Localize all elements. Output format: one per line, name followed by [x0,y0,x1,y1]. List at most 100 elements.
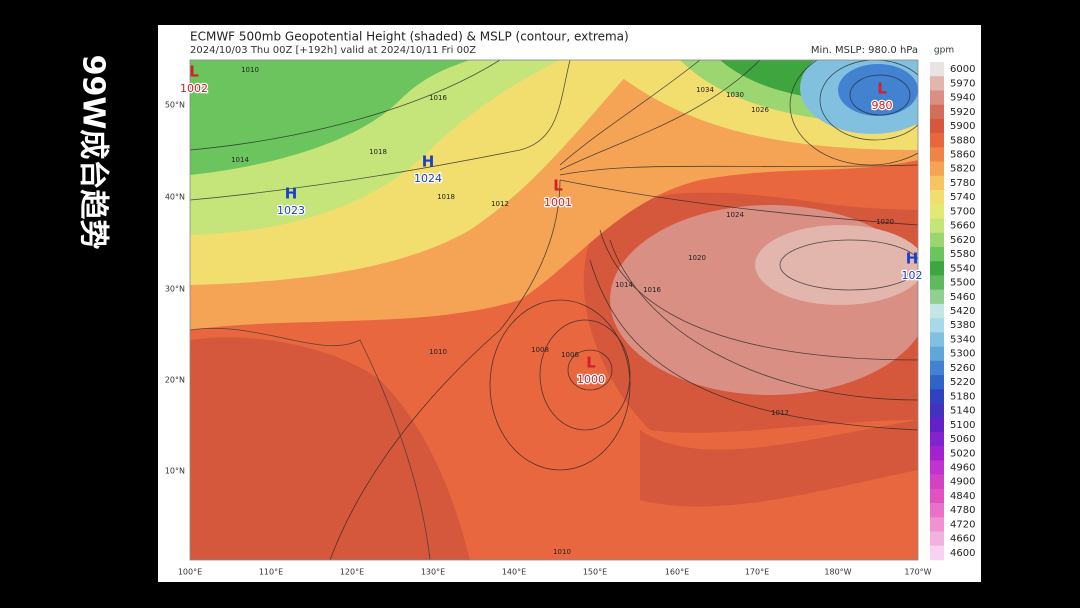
contour-label: 1010 [429,348,447,356]
colorbar-swatch [930,446,944,461]
extremum-symbol: H [285,185,298,203]
contour-label: 1018 [369,148,387,156]
extremum-symbol: L [586,354,596,372]
colorbar-swatch [930,460,944,475]
contour-label: 1006 [561,351,579,359]
contour-label: 1010 [241,66,259,74]
lat-label: 30°N [165,285,185,294]
lat-label: 10°N [165,467,185,476]
colorbar-label: 5700 [950,206,975,217]
colorbar-label: 5900 [950,121,975,132]
colorbar-swatch [930,474,944,490]
contour-label: 1034 [696,86,714,94]
colorbar-unit: gpm [934,46,954,56]
extremum-symbol: L [189,63,199,81]
colorbar-label: 5820 [950,164,975,175]
colorbar-swatch [930,389,944,404]
colorbar-swatch [930,118,944,134]
extremum-symbol: H [422,153,435,171]
colorbar-swatch [930,417,944,433]
contour-label: 1016 [643,286,661,294]
colorbar-swatch [930,360,944,376]
colorbar-label: 5880 [950,135,975,146]
colorbar-swatch [930,488,944,504]
colorbar-label: 5970 [950,78,975,89]
colorbar-label: 5100 [950,420,975,431]
colorbar-label: 5220 [950,377,975,388]
colorbar-swatch [930,232,944,248]
map-subtitle: 2024/10/03 Thu 00Z [+192h] valid at 2024… [190,45,476,56]
colorbar-label: 5940 [950,93,975,104]
extremum-value: 980 [872,99,893,112]
colorbar-label: 4840 [950,491,975,502]
contour-label: 1010 [553,548,571,556]
colorbar-swatch [930,517,944,532]
lon-label: 120°E [340,568,364,577]
colorbar-swatch [930,261,944,276]
min-mslp: Min. MSLP: 980.0 hPa [811,45,918,56]
contour-label: 1008 [531,346,549,354]
colorbar-swatch [930,190,944,205]
lat-label: 40°N [165,193,185,202]
colorbar-swatch [930,104,944,120]
colorbar-label: 5860 [950,149,975,160]
extremum-value: 1001 [544,196,572,209]
extremum-value: 102 [902,269,923,282]
colorbar-swatch [930,246,944,262]
colorbar-label: 5340 [950,334,975,345]
colorbar-swatch [930,147,944,162]
colorbar-label: 5660 [950,221,975,232]
colorbar-swatch [930,332,944,347]
contour-label: 1024 [726,211,744,219]
lon-label: 160°E [665,568,689,577]
colorbar-label: 5740 [950,192,975,203]
lon-label: 140°E [502,568,526,577]
colorbar-swatch [930,403,944,419]
colorbar-swatch [930,204,944,219]
colorbar-swatch [930,545,944,561]
colorbar-label: 6000 [950,64,975,75]
colorbar-label: 5620 [950,235,975,246]
colorbar-swatch [930,375,944,390]
extremum-value: 1024 [414,172,442,185]
colorbar-swatch [930,318,944,333]
colorbar-label: 5920 [950,107,975,118]
lon-label: 180°W [824,568,851,577]
lon-label: 130°E [421,568,445,577]
colorbar-swatch [930,62,944,77]
colorbar-label: 5500 [950,278,975,289]
colorbar-swatch [930,76,944,91]
colorbar-label: 4960 [950,463,975,474]
colorbar-label: 5460 [950,292,975,303]
extremum-symbol: L [877,80,887,98]
contour-label: 1026 [751,106,769,114]
colorbar-label: 5180 [950,391,975,402]
colorbar-swatch [930,303,944,319]
colorbar-swatch [930,90,944,105]
colorbar-label: 5140 [950,406,975,417]
extremum-symbol: H [906,250,919,268]
colorbar-label: 4600 [950,548,975,559]
colorbar-label: 4780 [950,505,975,516]
contour-label: 1016 [429,94,447,102]
colorbar-label: 5260 [950,363,975,374]
colorbar-swatch [930,531,944,547]
extremum-value: 1000 [577,373,605,386]
colorbar-label: 5380 [950,320,975,331]
colorbar-label: 5300 [950,349,975,360]
lat-label: 50°N [165,101,185,110]
extremum-value: 1002 [180,82,208,95]
colorbar-label: 4900 [950,477,975,488]
map-frame [189,59,919,561]
overlay-title: 99W成台趋势 [76,55,111,250]
contour-label: 1014 [231,156,249,164]
contour-label: 1012 [491,200,509,208]
colorbar-swatch [930,133,944,148]
colorbar-label: 5540 [950,263,975,274]
lon-label: 170°W [904,568,931,577]
lon-label: 150°E [583,568,607,577]
colorbar-label: 5020 [950,448,975,459]
colorbar-label: 5420 [950,306,975,317]
extremum-symbol: L [553,177,563,195]
